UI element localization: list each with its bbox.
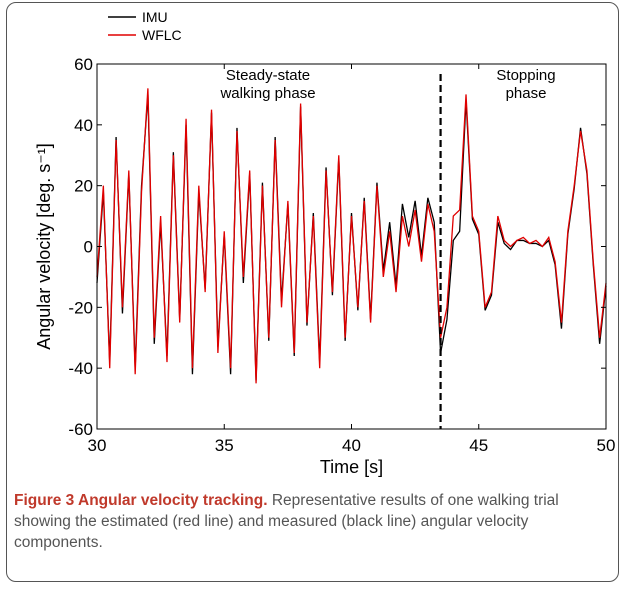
y-tick-label: -40 — [68, 359, 93, 378]
y-tick-label: 60 — [74, 55, 93, 74]
y-tick-label: 0 — [84, 238, 93, 257]
caption-text: Representative results of one walking tr… — [14, 492, 559, 551]
legend-label: WFLC — [142, 27, 182, 43]
y-axis-label: Angular velocity [deg. s⁻¹] — [34, 143, 54, 350]
legend-label: IMU — [142, 9, 168, 25]
annotation: Steady-state — [226, 67, 310, 84]
data-line — [96, 88, 607, 384]
x-tick-label: 30 — [88, 436, 107, 455]
x-tick-label: 40 — [342, 436, 361, 455]
chart: 30 35 40 45 50 -60 -40 -20 0 20 40 60 Steady-statewa… — [34, 9, 616, 477]
caption-title: Figure 3 Angular velocity tracking. — [14, 492, 268, 509]
y-tick-label: 20 — [74, 177, 93, 196]
x-tick-label: 35 — [215, 436, 234, 455]
x-tick-label: 45 — [469, 436, 488, 455]
annotation: walking phase — [219, 85, 315, 102]
y-tick-label: -20 — [68, 298, 93, 317]
caption: Figure 3 Angular velocity tracking. Repr… — [14, 490, 614, 553]
annotation: Stopping — [496, 67, 555, 84]
annotation: phase — [506, 85, 547, 102]
x-axis-label: Time [s] — [320, 457, 383, 477]
plot-frame — [96, 63, 607, 430]
data-line — [96, 94, 607, 381]
y-tick-label: 40 — [74, 116, 93, 135]
figure-frame — [6, 2, 619, 582]
x-tick-label: 50 — [597, 436, 616, 455]
y-tick-label: -60 — [68, 420, 93, 439]
